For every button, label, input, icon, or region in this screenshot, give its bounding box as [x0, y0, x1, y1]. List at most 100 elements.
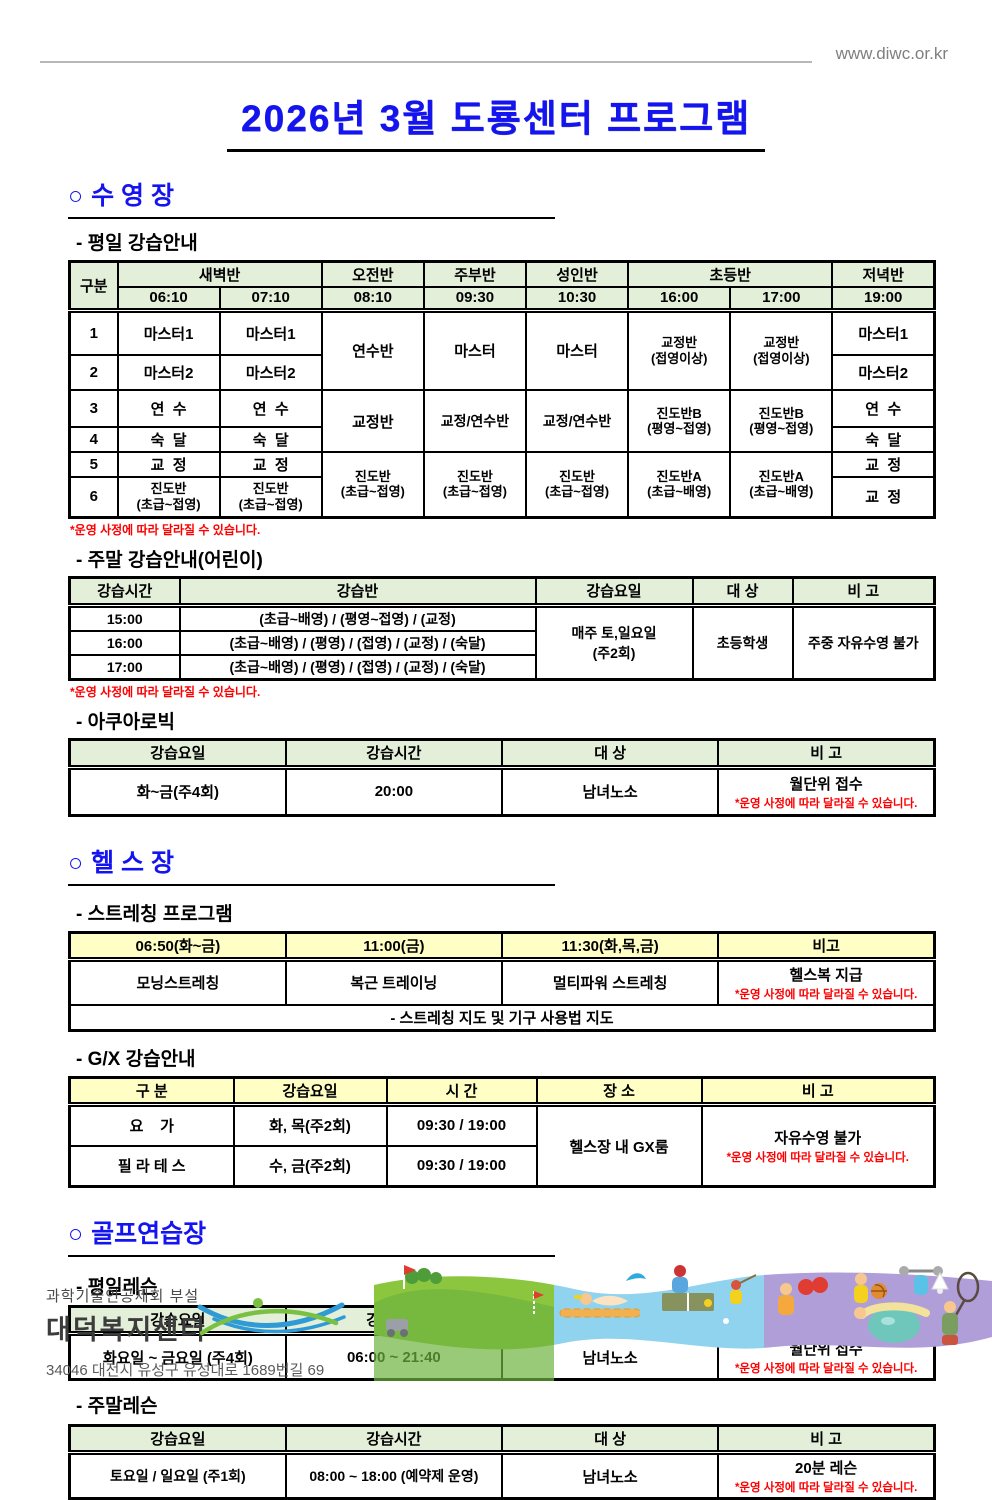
time-header-cell: 17:00 [729, 286, 834, 313]
group-header-cell: 새벽반 [116, 260, 323, 288]
class-cell: 숙 달 [218, 426, 323, 453]
row-number-cell: 2 [68, 354, 119, 391]
column-header-cell: 강습시간 [284, 738, 504, 770]
days-cell: 화요일 ~ 금요일 (주4회) [68, 1332, 287, 1381]
class-cell: 진도반 (초급~접영) [218, 476, 323, 518]
column-header-cell: 비 고 [717, 738, 936, 770]
subheading-swim-weekday: - 평일 강습안내 [76, 233, 198, 254]
days-cell: 화~금(주4회) [68, 766, 287, 816]
remark-text: 월단위 접수 [789, 775, 863, 793]
class-cell: 교 정 [831, 476, 936, 518]
column-header-cell: 강습요일 [68, 1424, 287, 1455]
column-header-cell: 비고 [717, 931, 936, 962]
remark-cell: 주중 자유수영 불가 [791, 604, 936, 680]
row-number-cell: 3 [68, 389, 119, 428]
remark-cell: 월단위 접수 *운영 사정에 따라 달라질 수 있습니다. [717, 766, 936, 816]
time-header-cell: 07:10 [218, 286, 323, 313]
section-heading-gym: ○ 헬 스 장 [68, 843, 555, 886]
operation-note: *운영 사정에 따라 달라질 수 있습니다. [726, 1152, 909, 1164]
column-header-cell: 비 고 [717, 1424, 936, 1455]
section-title: 수 영 장 [91, 182, 175, 210]
column-header-cell: 06:50(화~금) [68, 931, 287, 962]
class-cell: 마스터 [524, 309, 630, 391]
org-logo: 과학기술인공제회 부설 대덕복지센터 34046 대전시 유성구 유성대로 16… [46, 1285, 324, 1380]
column-header-cell: 대 상 [691, 576, 794, 608]
website-url: www.diwc.or.kr [835, 44, 948, 63]
time-header-cell: 19:00 [831, 286, 936, 313]
column-header-cell: 11:00(금) [284, 931, 504, 962]
class-cell: 연 수 [831, 389, 936, 428]
class-cell: 필 라 테 스 [68, 1144, 235, 1188]
column-header-cell: 대 상 [500, 738, 720, 770]
group-header-cell: 초등반 [627, 260, 834, 288]
time-cell: 09:30 / 19:00 [385, 1103, 538, 1147]
class-cell: 마스터2 [831, 354, 936, 391]
section-marker-icon: ○ [68, 848, 84, 877]
corner-header-cell: 구분 [68, 260, 119, 313]
class-cell: 교 정 [116, 451, 221, 478]
section-heading-swimming: ○ 수 영 장 [68, 176, 555, 219]
logo-swoosh-icon [197, 1298, 346, 1336]
class-cell: 마스터2 [218, 354, 323, 391]
operation-note: *운영 사정에 따라 달라질 수 있습니다. [734, 1363, 918, 1375]
time-header-cell: 16:00 [627, 286, 732, 313]
swim-weekend-table: 강습시간 강습반 강습요일 대 상 비 고 15:00 (초급~배영) / (평… [68, 575, 936, 681]
class-cell: 진도반A (초급~배영) [627, 451, 732, 518]
class-cell: 복근 트레이닝 [284, 958, 504, 1006]
time-header-cell: 06:10 [116, 286, 221, 313]
golf-weekend-table: 강습요일 강습시간 대 상 비 고 토요일 / 일요일 (주1회) 08:00 … [68, 1424, 936, 1500]
class-cell: 마스터 [422, 309, 528, 391]
page-header: www.diwc.or.kr [0, 0, 992, 72]
sports-illustration [374, 1265, 992, 1381]
operation-note: *운영 사정에 따라 달라질 수 있습니다. [734, 988, 918, 1001]
section-title: 헬 스 장 [91, 848, 175, 877]
operation-note: *운영 사정에 따라 달라질 수 있습니다. [734, 797, 918, 810]
column-header-cell: 강습반 [178, 576, 537, 608]
class-cell: 마스터1 [116, 309, 221, 356]
row-number-cell: 5 [68, 451, 119, 478]
org-name: 대덕복지센터 [46, 1315, 208, 1345]
time-cell: 08:00 ~ 18:00 (예약제 운영) [284, 1451, 504, 1500]
class-cell: 교 정 [831, 451, 936, 478]
time-cell: 09:30 / 19:00 [385, 1144, 538, 1188]
section-marker-icon: ○ [68, 182, 84, 210]
target-cell: 남녀노소 [500, 766, 720, 816]
column-header-cell: 11:30(화,목,금) [500, 931, 720, 962]
aqua-table: 강습요일 강습시간 대 상 비 고 화~금(주4회) 20:00 남녀노소 월단… [68, 737, 936, 817]
class-cell: 교정반 [320, 389, 425, 453]
column-header-cell: 장 소 [535, 1076, 703, 1107]
class-cell: 진도반 (초급~접영) [320, 451, 425, 518]
time-header-cell: 09:30 [422, 286, 528, 313]
target-cell: 초등학생 [691, 604, 794, 680]
time-cell: 17:00 [68, 653, 181, 680]
class-cell: 교정반 (접영이상) [729, 309, 834, 391]
class-cell: 마스터1 [218, 309, 323, 356]
operation-note: *운영 사정에 따라 달라질 수 있습니다. [70, 684, 261, 699]
operation-note: *운영 사정에 따라 달라질 수 있습니다. [734, 1482, 918, 1494]
place-cell: 헬스장 내 GX룸 [535, 1103, 703, 1188]
header-rule [40, 61, 812, 63]
remark-cell: 자유수영 불가 *운영 사정에 따라 달라질 수 있습니다. [700, 1103, 936, 1188]
class-cell: 숙 달 [116, 426, 221, 453]
group-header-cell: 오전반 [320, 260, 425, 288]
class-cell: 진도반 (초급~접영) [116, 476, 221, 518]
column-header-cell: 강습요일 [68, 738, 287, 770]
time-cell: 16:00 [68, 629, 181, 656]
section-marker-icon: ○ [68, 1220, 84, 1248]
class-cell: 요 가 [68, 1103, 235, 1147]
stretching-table: 06:50(화~금) 11:00(금) 11:30(화,목,금) 비고 모닝스트… [68, 930, 936, 1032]
class-cell: 멀티파워 스트레칭 [500, 958, 720, 1006]
remark-cell: 헬스복 지급 *운영 사정에 따라 달라질 수 있습니다. [717, 958, 936, 1006]
class-cell: 교정/연수반 [524, 389, 630, 453]
page-footer: 과학기술인공제회 부설 대덕복지센터 34046 대전시 유성구 유성대로 16… [0, 1263, 992, 1403]
subheading-swim-weekend: - 주말 강습안내(어린이) [76, 549, 263, 571]
class-cell: 교정/연수반 [422, 389, 528, 453]
column-header-cell: 비 고 [700, 1076, 936, 1107]
group-header-cell: 저녁반 [831, 260, 936, 288]
column-header-cell: 비 고 [791, 576, 936, 608]
remark-text: 20분 레슨 [794, 1460, 858, 1477]
time-header-cell: 10:30 [524, 286, 630, 313]
class-cell: 진도반A (초급~배영) [729, 451, 834, 518]
group-header-cell: 성인반 [524, 260, 630, 288]
